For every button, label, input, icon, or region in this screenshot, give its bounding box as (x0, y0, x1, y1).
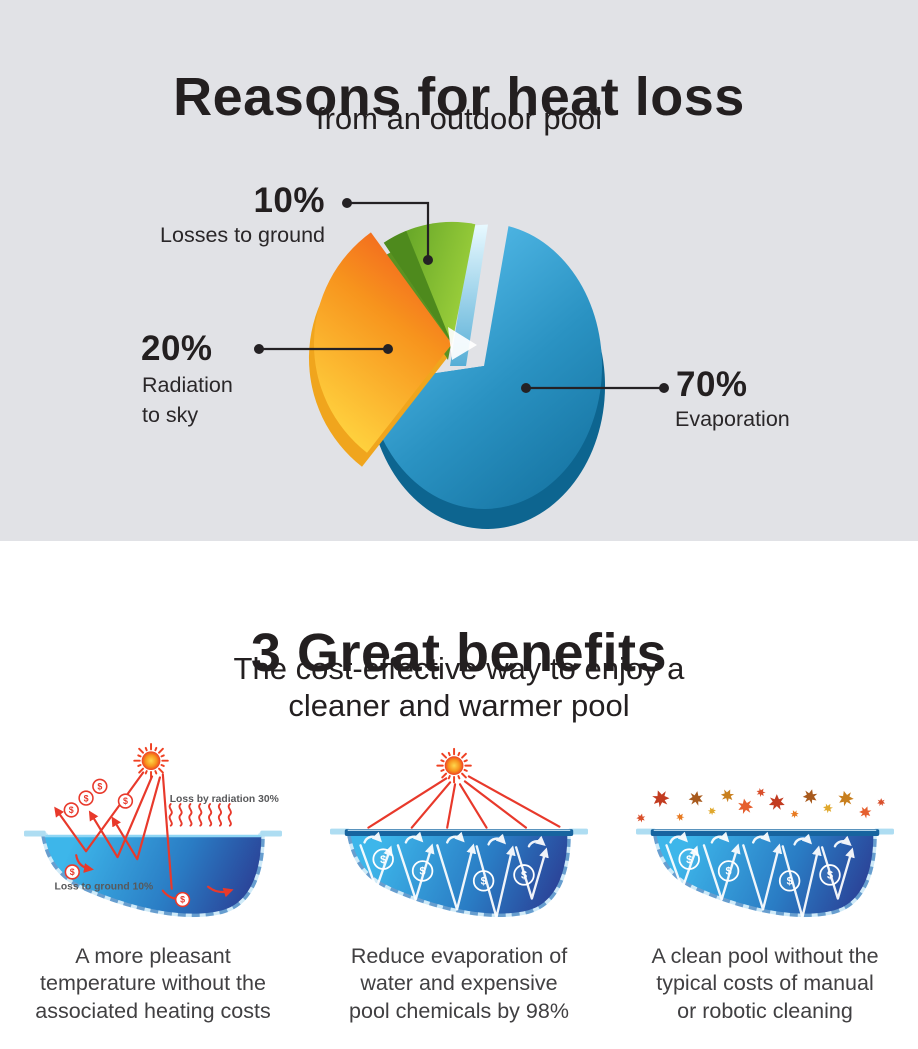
radiation-note: Loss by radiation 30% (170, 794, 279, 805)
svg-text:$: $ (420, 866, 426, 878)
benefit-illustrations: $ $ $ $ $ $ Loss by radiation 30% Loss t… (0, 741, 918, 1025)
dollar-icons: $ $ $ $ (372, 848, 535, 892)
benefit-caption-2: Reduce evaporation of water and expensiv… (349, 944, 569, 1023)
sun-ray-lines (367, 775, 561, 829)
benefits-subtitle: The cost-effective way to enjoy a cleane… (233, 651, 685, 724)
pool-cover (650, 829, 880, 837)
heat-bounce-arrows (54, 771, 234, 905)
svg-text:$: $ (726, 866, 732, 878)
dollar-icons: $ $ $ $ $ $ (63, 778, 191, 908)
page-subtitle: from an outdoor pool (315, 101, 603, 136)
callout-radiation-pct: 20% (141, 329, 213, 368)
svg-text:$: $ (380, 854, 386, 866)
sun-icon (133, 742, 169, 779)
ground-note: Loss to ground 10% (55, 882, 154, 893)
heat-wave-icons (168, 803, 232, 827)
svg-text:$: $ (69, 805, 74, 815)
reflected-heat-arrows (359, 831, 549, 919)
dollar-icons: $ $ $ $ (678, 848, 841, 892)
svg-text:$: $ (827, 870, 833, 882)
benefit-item-evaporation: $ $ $ $ Reduce evaporation of water and … (306, 741, 612, 1025)
benefit-item-temperature: $ $ $ $ $ $ Loss by radiation 30% Loss t… (0, 741, 306, 1025)
slice-gap-highlight (448, 327, 477, 360)
covered-pool-sun-illustration: $ $ $ $ (330, 747, 588, 919)
leaf-icons (636, 787, 886, 823)
svg-text:$: $ (521, 870, 527, 882)
svg-text:$: $ (84, 793, 89, 803)
heat-loss-section: Reasons for heat loss from an outdoor po… (0, 0, 918, 541)
callout-lines (254, 198, 669, 393)
benefit-caption-1: A more pleasant temperature without the … (35, 944, 271, 1023)
benefit-caption-3: A clean pool without the typical costs o… (651, 944, 879, 1023)
pool-basin (24, 830, 282, 918)
benefits-section: 3 Great benefits The cost-effective way … (0, 541, 918, 1049)
pool-cover (344, 829, 574, 837)
page-title: Reasons for heat loss (173, 67, 745, 128)
callout-ground-label: Losses to ground (160, 223, 325, 247)
svg-text:$: $ (70, 867, 75, 877)
uncovered-pool-illustration: $ $ $ $ $ $ Loss by radiation 30% Loss t… (24, 742, 282, 918)
svg-text:$: $ (686, 854, 692, 866)
pie-slice-ground (379, 221, 476, 360)
callout-radiation-label: Radiation to sky (142, 373, 233, 427)
sun-icon (436, 747, 472, 784)
svg-text:$: $ (481, 876, 487, 888)
callout-ground-pct: 10% (253, 181, 325, 220)
reflected-heat-arrows (665, 831, 855, 919)
heat-loss-pie-chart (254, 198, 669, 529)
svg-text:$: $ (97, 781, 102, 791)
svg-text:$: $ (180, 895, 185, 905)
callout-evaporation-pct: 70% (676, 365, 748, 404)
covered-pool-leaves-illustration: $ $ $ $ (636, 787, 894, 919)
benefit-item-cleaning: $ $ $ $ A clean pool without the typical… (612, 741, 918, 1025)
svg-text:$: $ (123, 796, 128, 806)
callout-evaporation-label: Evaporation (675, 407, 790, 431)
benefits-title: 3 Great benefits (250, 622, 668, 683)
svg-text:$: $ (787, 876, 793, 888)
